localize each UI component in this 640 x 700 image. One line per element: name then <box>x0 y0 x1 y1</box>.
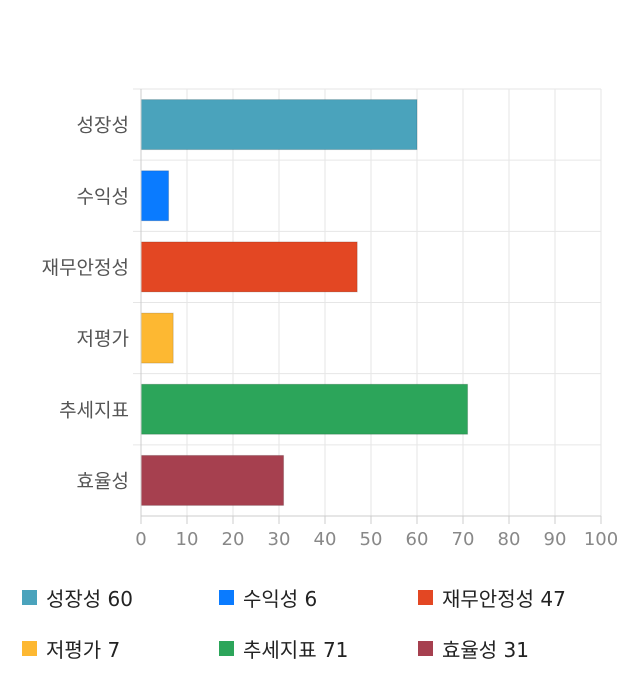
axes <box>140 89 602 524</box>
category-label: 재무안정성 <box>42 257 129 279</box>
category-label: 성장성 <box>77 115 129 137</box>
legend-label: 효율성 31 <box>442 637 530 662</box>
legend-label: 추세지표 71 <box>243 637 349 662</box>
x-tick-label: 20 <box>222 529 245 550</box>
x-tick-label: 0 <box>135 529 146 550</box>
legend-label: 저평가 7 <box>46 637 121 662</box>
category-label: 추세지표 <box>59 399 129 421</box>
legend-label: 수익성 6 <box>243 586 318 611</box>
legend-label: 성장성 60 <box>46 586 134 611</box>
x-tick-labels: 0 10 20 30 40 50 60 70 80 90 100 <box>135 529 618 550</box>
legend-swatch <box>22 640 37 656</box>
x-tick-label: 40 <box>314 529 337 550</box>
legend-item[interactable]: 수익성 6 <box>219 582 317 612</box>
legend-swatch <box>418 589 433 605</box>
x-tick-label: 100 <box>584 529 618 550</box>
category-label: 수익성 <box>77 186 129 208</box>
legend-item[interactable]: 효율성 31 <box>418 633 529 663</box>
bar-1 <box>140 99 418 151</box>
legend-item[interactable]: 추세지표 71 <box>219 633 348 663</box>
x-tick-label: 80 <box>498 529 521 550</box>
bar-6 <box>140 454 285 506</box>
legend-swatch <box>219 640 234 656</box>
category-label: 효율성 <box>77 470 129 492</box>
bar-3 <box>140 241 358 293</box>
x-tick-label: 90 <box>544 529 567 550</box>
legend-swatch <box>418 640 433 656</box>
x-tick-label: 60 <box>406 529 429 550</box>
grid <box>133 88 602 516</box>
x-tick-label: 30 <box>268 529 291 550</box>
legend-swatch <box>219 589 234 605</box>
bars <box>140 99 469 506</box>
legend-item[interactable]: 성장성 60 <box>22 582 133 612</box>
category-label: 저평가 <box>77 328 129 350</box>
bar-2 <box>140 170 170 222</box>
bar-5 <box>140 383 469 435</box>
legend-label: 재무안정성 47 <box>442 586 566 611</box>
legend-item[interactable]: 저평가 7 <box>22 633 120 663</box>
x-tick-label: 10 <box>176 529 199 550</box>
bar-4 <box>140 312 174 364</box>
x-tick-label: 50 <box>360 529 383 550</box>
legend-item[interactable]: 재무안정성 47 <box>418 582 566 612</box>
legend-swatch <box>22 589 37 605</box>
x-tick-label: 70 <box>452 529 475 550</box>
